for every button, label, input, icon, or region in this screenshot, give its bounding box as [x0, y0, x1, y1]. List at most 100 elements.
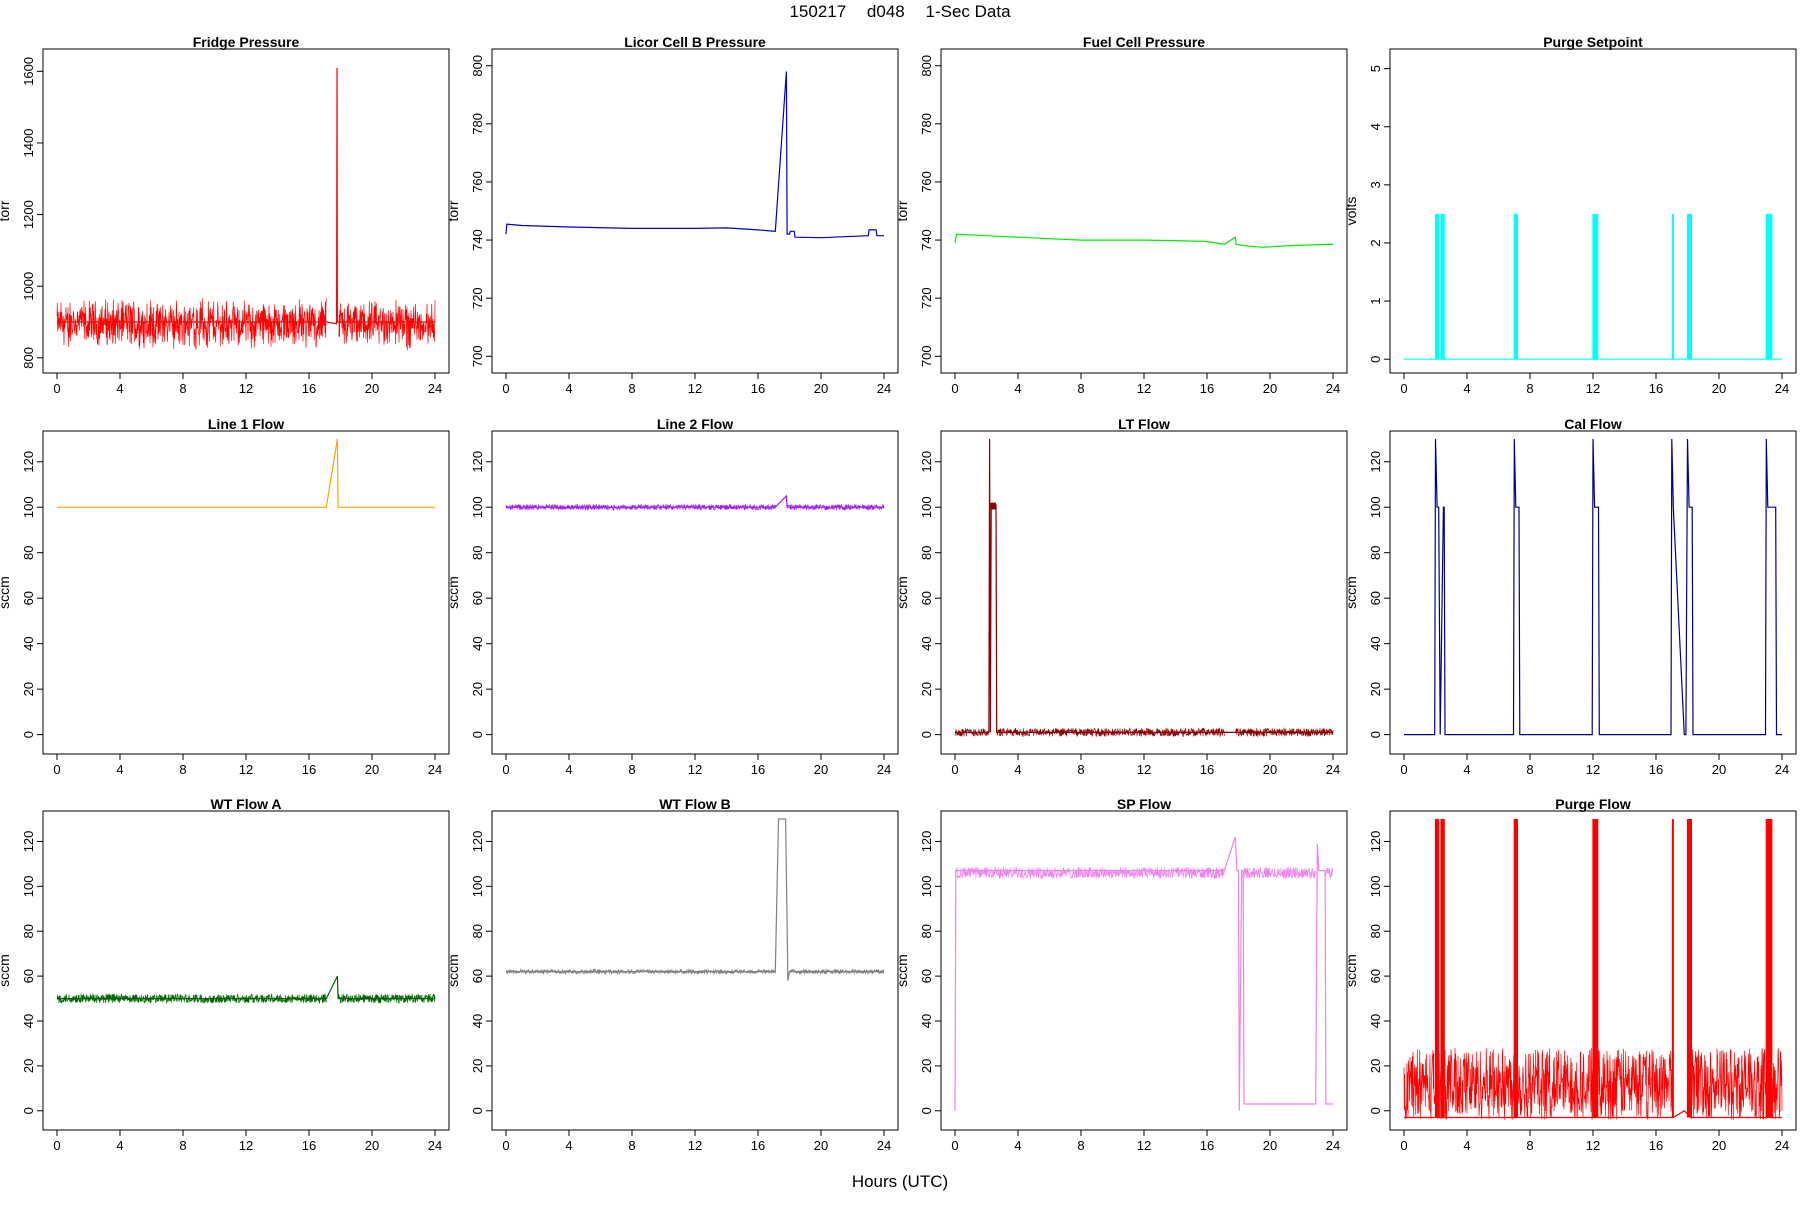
x-tick-label: 16	[302, 1138, 316, 1153]
x-tick-label: 4	[1463, 1138, 1470, 1153]
y-tick-label: 20	[470, 1059, 485, 1073]
y-tick-label: 700	[919, 345, 934, 367]
x-tick-label: 0	[53, 762, 60, 777]
x-tick-label: 8	[179, 381, 186, 396]
x-tick-label: 0	[502, 762, 509, 777]
series-noise	[56, 298, 327, 350]
x-tick-label: 20	[365, 1138, 379, 1153]
x-tick-label: 16	[302, 762, 316, 777]
x-tick-label: 24	[428, 762, 442, 777]
panel-title: LT Flow	[1118, 416, 1170, 432]
y-tick-label: 1	[1368, 297, 1383, 304]
y-tick-label: 40	[1368, 1014, 1383, 1028]
panel-frame	[42, 430, 450, 755]
panel-ylabel: volts	[1343, 197, 1359, 226]
y-tick-label: 20	[21, 1059, 36, 1073]
x-tick-label: 8	[1077, 762, 1084, 777]
y-tick-label: 0	[21, 731, 36, 738]
y-tick-label: 120	[470, 451, 485, 473]
y-tick-label: 40	[21, 636, 36, 650]
y-tick-label: 20	[919, 1059, 934, 1073]
x-tick-label: 8	[179, 762, 186, 777]
panel-ylabel: torr	[0, 200, 12, 221]
plot-area	[505, 494, 885, 512]
x-tick-label: 4	[1014, 1138, 1021, 1153]
x-tick-label: 4	[116, 1138, 123, 1153]
x-tick-label: 24	[1326, 381, 1340, 396]
panel-7: LT Flow sccm 0 4 8 12 16 20 24 0 20 40 60 80 100 120	[894, 416, 1348, 777]
panel-frame	[491, 430, 899, 755]
x-tick-label: 20	[365, 762, 379, 777]
panel-1: Fridge Pressure torr 0 4 8 12 16 20 24 800 1000 120…	[0, 34, 450, 396]
y-tick-label: 80	[21, 924, 36, 938]
x-tick-label: 24	[1775, 1138, 1789, 1153]
y-tick-label: 120	[21, 831, 36, 853]
series-noise	[1235, 727, 1334, 738]
panel-title: Cal Flow	[1564, 416, 1622, 432]
x-tick-label: 16	[1649, 1138, 1663, 1153]
figure-title-resolution: 1-Sec Data	[925, 2, 1011, 21]
x-tick-label: 4	[1014, 381, 1021, 396]
plot-area	[56, 975, 436, 1005]
plot-area	[56, 67, 436, 351]
y-tick-label: 80	[21, 545, 36, 559]
series-line	[955, 438, 1333, 733]
x-tick-label: 8	[1077, 1138, 1084, 1153]
series-line	[1404, 1110, 1782, 1119]
y-tick-label: 100	[919, 496, 934, 518]
x-tick-label: 20	[1263, 1138, 1277, 1153]
y-tick-label: 120	[1368, 451, 1383, 473]
series-pulse	[1671, 819, 1674, 1118]
x-tick-label: 16	[751, 381, 765, 396]
x-tick-label: 16	[751, 762, 765, 777]
x-tick-label: 8	[1526, 762, 1533, 777]
x-tick-label: 12	[239, 1138, 253, 1153]
series-line	[506, 494, 884, 508]
series-pulse	[1671, 213, 1674, 360]
panel-ylabel: sccm	[894, 954, 910, 987]
plot-area	[505, 71, 884, 239]
y-tick-label: 780	[919, 113, 934, 135]
y-tick-label: 720	[919, 287, 934, 309]
plot-area	[57, 438, 435, 508]
y-tick-label: 100	[1368, 875, 1383, 897]
series-line	[1404, 438, 1782, 736]
x-tick-label: 0	[502, 1138, 509, 1153]
x-tick-label: 8	[179, 1138, 186, 1153]
y-tick-label: 20	[1368, 682, 1383, 696]
x-tick-label: 12	[1586, 762, 1600, 777]
y-tick-label: 720	[470, 287, 485, 309]
series-noise	[338, 299, 436, 351]
panel-title: Purge Setpoint	[1543, 34, 1643, 50]
y-tick-label: 0	[470, 1107, 485, 1114]
x-tick-label: 24	[1775, 381, 1789, 396]
y-tick-label: 40	[470, 1014, 485, 1028]
panel-ylabel: torr	[894, 200, 910, 221]
x-tick-label: 12	[239, 762, 253, 777]
plot-area	[1404, 438, 1782, 736]
x-tick-label: 20	[1263, 762, 1277, 777]
y-tick-label: 1000	[21, 272, 36, 301]
x-tick-label: 12	[1137, 1138, 1151, 1153]
y-tick-label: 60	[1368, 969, 1383, 983]
panel-frame	[940, 430, 1348, 755]
y-tick-label: 20	[1368, 1059, 1383, 1073]
panel-frame	[940, 48, 1348, 374]
x-tick-label: 8	[1077, 381, 1084, 396]
y-tick-label: 40	[1368, 636, 1383, 650]
series-noise	[954, 727, 990, 737]
x-tick-label: 20	[1263, 381, 1277, 396]
y-tick-label: 780	[470, 113, 485, 135]
series-line	[506, 818, 884, 981]
x-tick-label: 0	[502, 381, 509, 396]
panel-8: Cal Flow sccm 0 4 8 12 16 20 24 0 20 40 60 80 100 120	[1343, 416, 1797, 777]
x-tick-label: 0	[53, 1138, 60, 1153]
y-tick-label: 20	[21, 682, 36, 696]
series-pulse	[1513, 213, 1518, 360]
x-tick-label: 4	[1463, 762, 1470, 777]
panel-11: SP Flow sccm 0 4 8 12 16 20 24 0 20 40 60 80 100 120	[894, 796, 1348, 1153]
series-line	[57, 438, 435, 508]
y-tick-label: 100	[470, 875, 485, 897]
